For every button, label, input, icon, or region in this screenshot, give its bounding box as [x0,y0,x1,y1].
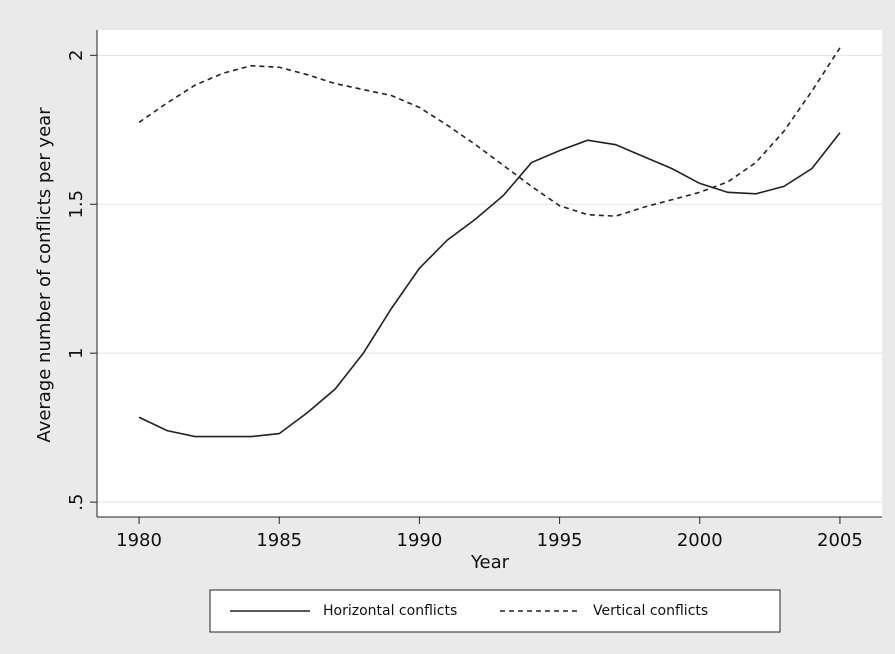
y-tick-label: 1.5 [66,190,87,219]
series-line [138,132,841,438]
plot-area [97,30,882,517]
x-tick-label: 2000 [677,530,723,551]
y-axis-label: Average number of conflicts per year [34,107,55,443]
x-tick-label: 1980 [116,530,162,551]
y-tick-label: .5 [66,494,87,511]
x-tick-label: 1985 [256,530,302,551]
x-tick-label: 1995 [537,530,583,551]
legend-label: Horizontal conflicts [323,603,457,619]
y-tick-label: 1 [66,347,87,358]
y-tick-label: 2 [66,50,87,61]
x-tick-label: 2005 [817,530,863,551]
series-line [138,47,841,217]
x-tick-label: 1990 [397,530,443,551]
legend-label: Vertical conflicts [593,603,708,619]
x-axis-label: Year [470,552,510,573]
